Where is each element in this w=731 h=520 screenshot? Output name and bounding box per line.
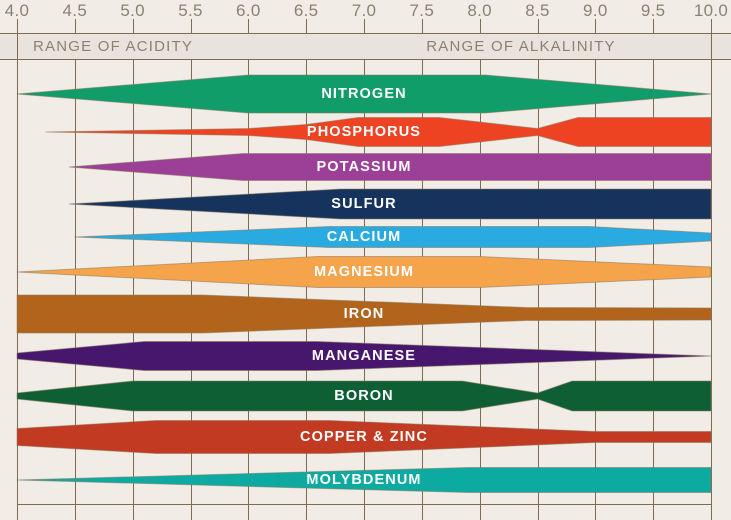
axis-label-9.5: 9.5: [640, 1, 666, 20]
band-label-copper-zinc: COPPER & ZINC: [300, 429, 428, 445]
axis-label-6.5: 6.5: [293, 1, 319, 20]
header-band: [0, 33, 731, 60]
frame-lines: [0, 33, 731, 505]
band-label-magnesium: MAGNESIUM: [313, 264, 415, 280]
band-calcium: [74, 226, 712, 248]
axis-label-6.0: 6.0: [236, 1, 261, 20]
band-iron: [16, 294, 712, 334]
axis-label-10.0: 10.0: [693, 1, 729, 20]
band-potassium: [68, 153, 712, 181]
band-label-iron: IRON: [343, 306, 385, 322]
axis-label-7.5: 7.5: [409, 1, 435, 20]
axis-label-9.0: 9.0: [583, 1, 608, 20]
range-of-alkalinity-label: RANGE OF ALKALINITY: [426, 38, 616, 55]
band-label-molybdenum: MOLYBDENUM: [306, 472, 422, 488]
band-phosphorus: [45, 117, 712, 147]
band-molybdenum: [16, 467, 712, 493]
axis-label-8.0: 8.0: [467, 1, 492, 20]
band-label-calcium: CALCIUM: [326, 229, 402, 245]
axis-label-4.5: 4.5: [62, 1, 88, 20]
axis-label-7.0: 7.0: [351, 1, 377, 20]
axis-label-5.5: 5.5: [178, 1, 203, 20]
band-sulfur: [68, 188, 712, 220]
axis-label-4.0: 4.0: [4, 1, 30, 20]
band-label-manganese: MANGANESE: [311, 348, 417, 364]
band-label-phosphorus: PHOSPHORUS: [306, 124, 422, 140]
range-of-acidity-label: RANGE OF ACIDITY: [33, 38, 194, 55]
band-magnesium: [16, 256, 712, 288]
axis-label-8.5: 8.5: [525, 1, 550, 20]
band-label-boron: BORON: [334, 388, 394, 404]
band-label-potassium: POTASSIUM: [316, 159, 412, 175]
axis-label-5.0: 5.0: [120, 1, 145, 20]
gridlines: [17, 19, 712, 520]
band-label-sulfur: SULFUR: [331, 196, 397, 212]
band-label-nitrogen: NITROGEN: [321, 86, 407, 102]
band-boron: [16, 380, 712, 412]
band-copper-zinc: [16, 420, 712, 454]
band-manganese: [16, 341, 712, 371]
band-nitrogen: [16, 74, 712, 114]
